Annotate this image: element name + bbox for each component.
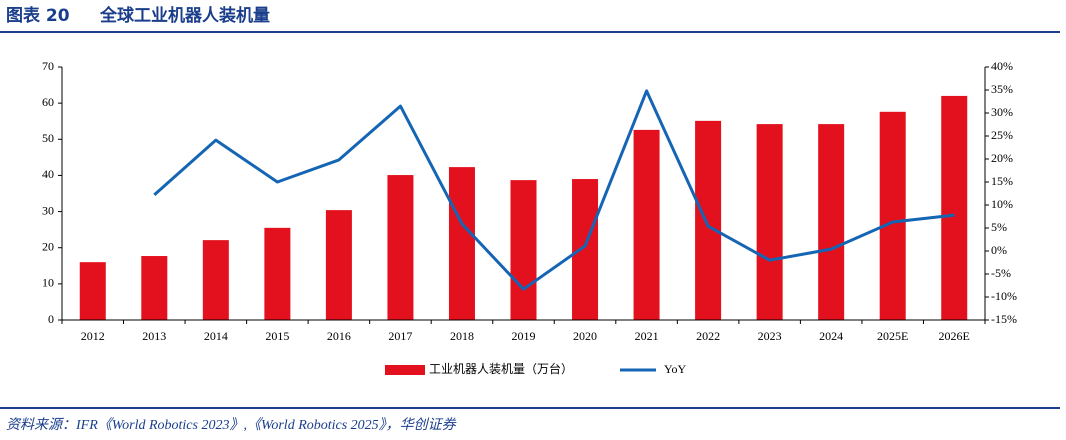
y-tick-label: 10: [42, 276, 54, 290]
y2-tick-label: 40%: [991, 59, 1013, 73]
legend-label: 工业机器人装机量（万台）: [429, 361, 573, 376]
y2-tick-label: 20%: [991, 151, 1013, 165]
x-tick-label: 2025E: [877, 329, 908, 343]
line: [153, 89, 955, 291]
x-tick-label: 2019: [512, 329, 536, 343]
y-tick-label: 60: [42, 95, 54, 109]
x-tick-label: 2022: [696, 329, 720, 343]
x-tick-label: 2026E: [939, 329, 970, 343]
source: 资料来源：IFR《World Robotics 2023》,《World Rob…: [6, 417, 457, 433]
bar: [879, 111, 906, 321]
y2-tick-label: -10%: [991, 289, 1017, 303]
bar: [633, 129, 660, 320]
x-tick-label: 2020: [573, 329, 597, 343]
x-tick-label: 2023: [758, 329, 782, 343]
bar: [325, 210, 352, 320]
y2-tick-label: -15%: [991, 312, 1017, 326]
legend-label: YoY: [664, 362, 686, 376]
bar: [818, 124, 845, 320]
x-tick-label: 2018: [450, 329, 474, 343]
y2-tick-label: 0%: [991, 243, 1007, 257]
bar: [510, 180, 537, 320]
y-tick-label: 0: [48, 312, 54, 326]
y-tick-label: 40: [42, 167, 54, 181]
y2-tick-label: 35%: [991, 82, 1013, 96]
chart-title: 全球工业机器人装机量: [99, 5, 270, 26]
y-tick-label: 50: [42, 131, 54, 145]
x-tick-label: 2015: [265, 329, 289, 343]
bar: [695, 120, 722, 320]
x-tick-label: 2014: [204, 329, 228, 343]
bar: [387, 175, 414, 320]
y2-tick-label: 10%: [991, 197, 1013, 211]
bar: [202, 240, 229, 320]
y2-tick-label: 25%: [991, 128, 1013, 142]
bar: [141, 256, 168, 320]
figure-label: 图表 20: [6, 5, 70, 26]
y-tick-label: 30: [42, 203, 54, 217]
x-tick-label: 2016: [327, 329, 351, 343]
y2-tick-label: 30%: [991, 105, 1013, 119]
legend-swatch: [385, 365, 425, 375]
bar: [79, 262, 106, 320]
bar: [941, 95, 968, 321]
y2-tick-label: 5%: [991, 220, 1007, 234]
x-tick-label: 2021: [635, 329, 659, 343]
bar: [572, 179, 599, 320]
bar: [448, 167, 475, 320]
bar: [756, 124, 783, 320]
bar: [264, 227, 291, 320]
y2-tick-label: 15%: [991, 174, 1013, 188]
x-tick-label: 2012: [81, 329, 105, 343]
y-tick-label: 70: [42, 59, 54, 73]
x-tick-label: 2013: [142, 329, 166, 343]
y2-tick-label: -5%: [991, 266, 1011, 280]
x-tick-label: 2024: [819, 329, 843, 343]
y-tick-label: 20: [42, 239, 54, 253]
x-tick-label: 2017: [388, 329, 412, 343]
